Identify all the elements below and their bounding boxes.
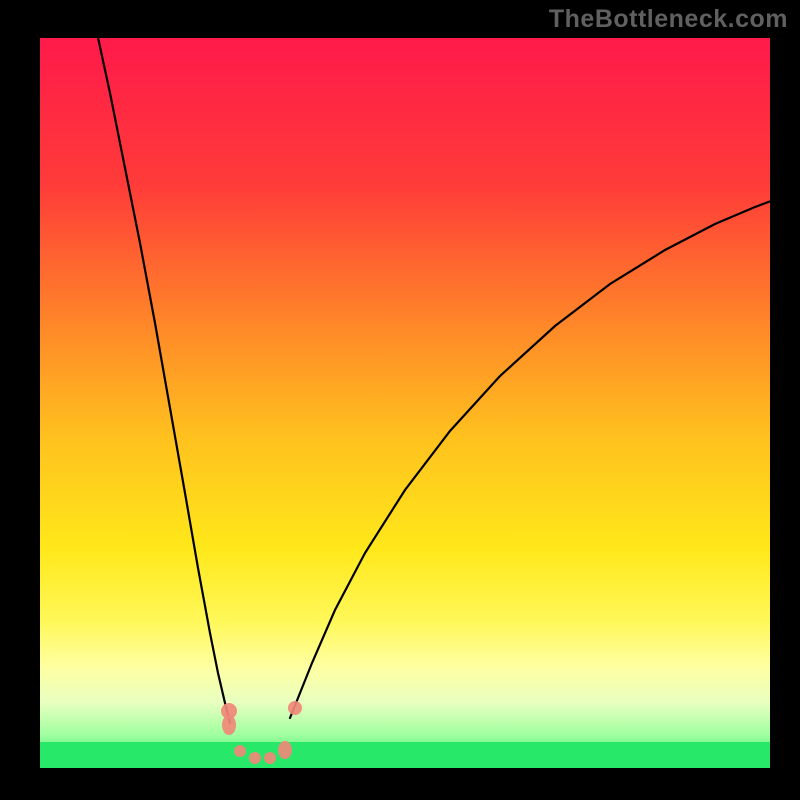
chart-curve-layer [40, 38, 770, 768]
trough-marker [264, 752, 276, 764]
trough-marker [222, 715, 236, 735]
chart-plot-area [40, 38, 770, 768]
right-curve [290, 201, 770, 718]
trough-marker [278, 741, 292, 759]
trough-marker [234, 745, 246, 757]
trough-marker-group [221, 701, 302, 764]
trough-marker [288, 701, 302, 715]
trough-marker [249, 752, 261, 764]
left-curve [97, 38, 230, 723]
watermark-text: TheBottleneck.com [549, 5, 788, 34]
